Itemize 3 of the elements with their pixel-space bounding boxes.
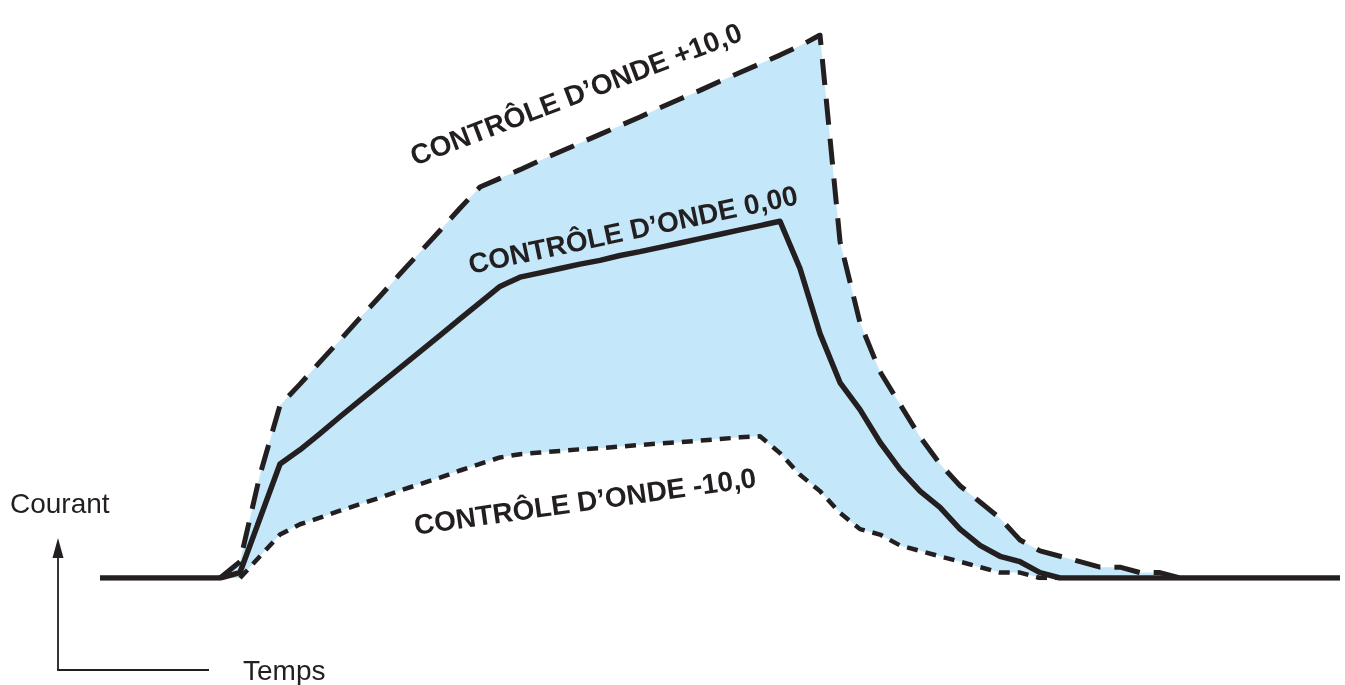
text: CONTRÔLE D’ONDE -10,0 <box>411 461 759 541</box>
x-axis-title: Temps <box>243 654 326 685</box>
y-axis-title: Courant <box>10 487 110 519</box>
